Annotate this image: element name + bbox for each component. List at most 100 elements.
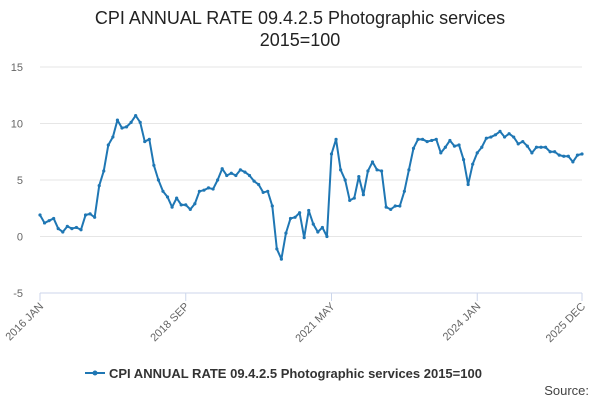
data-point[interactable] — [361, 193, 365, 197]
data-point[interactable] — [197, 189, 202, 193]
data-point[interactable] — [416, 137, 420, 141]
data-point[interactable] — [243, 170, 247, 174]
data-point[interactable] — [106, 143, 110, 147]
data-point[interactable] — [115, 118, 120, 122]
data-point[interactable] — [175, 196, 179, 200]
data-point[interactable] — [170, 205, 174, 209]
data-point[interactable] — [502, 135, 507, 139]
data-point[interactable] — [339, 168, 343, 172]
data-point[interactable] — [102, 169, 106, 173]
data-point[interactable] — [343, 178, 347, 182]
data-point[interactable] — [298, 211, 302, 215]
data-point[interactable] — [398, 204, 402, 208]
data-point[interactable] — [507, 132, 511, 136]
data-point[interactable] — [83, 213, 88, 217]
data-point[interactable] — [211, 187, 215, 191]
data-point[interactable] — [384, 205, 388, 209]
data-point[interactable] — [320, 225, 324, 230]
data-point[interactable] — [379, 169, 384, 173]
data-point[interactable] — [425, 139, 429, 144]
data-point[interactable] — [357, 175, 361, 179]
data-point[interactable] — [138, 120, 142, 124]
data-point[interactable] — [266, 189, 270, 193]
data-point[interactable] — [575, 153, 580, 157]
data-point[interactable] — [216, 178, 220, 182]
data-point[interactable] — [225, 173, 229, 178]
data-point[interactable] — [562, 154, 566, 158]
data-point[interactable] — [461, 158, 466, 162]
data-point[interactable] — [452, 144, 457, 148]
data-point[interactable] — [498, 129, 502, 134]
data-point[interactable] — [257, 182, 261, 187]
data-point[interactable] — [370, 160, 375, 164]
data-point[interactable] — [493, 133, 498, 137]
data-point[interactable] — [525, 144, 529, 148]
data-point[interactable] — [316, 230, 320, 234]
data-point[interactable] — [124, 125, 129, 129]
data-point[interactable] — [325, 234, 329, 239]
data-point[interactable] — [111, 135, 115, 139]
data-point[interactable] — [430, 138, 434, 143]
data-point[interactable] — [88, 212, 92, 216]
data-point[interactable] — [42, 221, 47, 225]
data-point[interactable] — [366, 169, 370, 173]
data-point[interactable] — [202, 188, 206, 192]
data-point[interactable] — [307, 208, 311, 213]
data-point[interactable] — [566, 154, 570, 158]
data-point[interactable] — [484, 136, 488, 140]
data-point[interactable] — [543, 145, 548, 149]
data-point[interactable] — [275, 247, 279, 251]
data-point[interactable] — [393, 204, 397, 208]
data-point[interactable] — [288, 216, 293, 221]
data-point[interactable] — [56, 226, 60, 231]
data-point[interactable] — [407, 168, 411, 172]
data-point[interactable] — [152, 163, 156, 167]
data-point[interactable] — [516, 142, 520, 146]
data-point[interactable] — [534, 145, 539, 149]
data-point[interactable] — [334, 137, 338, 141]
data-point[interactable] — [571, 160, 575, 164]
data-point[interactable] — [375, 168, 379, 172]
data-point[interactable] — [329, 152, 334, 156]
data-point[interactable] — [293, 215, 297, 219]
data-point[interactable] — [420, 137, 425, 141]
data-point[interactable] — [147, 137, 151, 141]
data-point[interactable] — [65, 224, 69, 228]
data-point[interactable] — [165, 195, 170, 199]
data-point[interactable] — [193, 202, 197, 206]
data-point[interactable] — [52, 216, 56, 221]
data-point[interactable] — [47, 219, 51, 223]
data-point[interactable] — [475, 151, 479, 155]
data-point[interactable] — [352, 196, 356, 200]
data-point[interactable] — [311, 222, 315, 226]
data-point[interactable] — [270, 204, 274, 208]
data-point[interactable] — [188, 207, 192, 211]
data-point[interactable] — [348, 198, 352, 202]
data-point[interactable] — [238, 168, 243, 172]
data-point[interactable] — [143, 139, 147, 144]
data-point[interactable] — [206, 186, 211, 190]
data-point[interactable] — [74, 225, 79, 230]
data-point[interactable] — [411, 146, 416, 150]
data-point[interactable] — [389, 207, 393, 211]
data-point[interactable] — [402, 189, 406, 193]
data-point[interactable] — [38, 213, 42, 217]
data-point[interactable] — [471, 162, 475, 166]
data-point[interactable] — [302, 236, 306, 240]
data-point[interactable] — [156, 178, 161, 182]
data-point[interactable] — [489, 135, 493, 139]
data-point[interactable] — [129, 120, 133, 124]
data-point[interactable] — [220, 167, 224, 171]
data-point[interactable] — [61, 230, 65, 234]
data-point[interactable] — [553, 150, 557, 154]
data-point[interactable] — [284, 231, 288, 235]
data-point[interactable] — [521, 139, 525, 144]
data-point[interactable] — [457, 143, 461, 147]
legend[interactable]: CPI ANNUAL RATE 09.4.2.5 Photographic se… — [85, 366, 482, 381]
data-point[interactable] — [580, 152, 584, 156]
data-point[interactable] — [247, 173, 252, 178]
data-point[interactable] — [539, 145, 543, 149]
data-point[interactable] — [448, 138, 452, 143]
data-point[interactable] — [548, 150, 552, 154]
data-point[interactable] — [480, 145, 484, 149]
